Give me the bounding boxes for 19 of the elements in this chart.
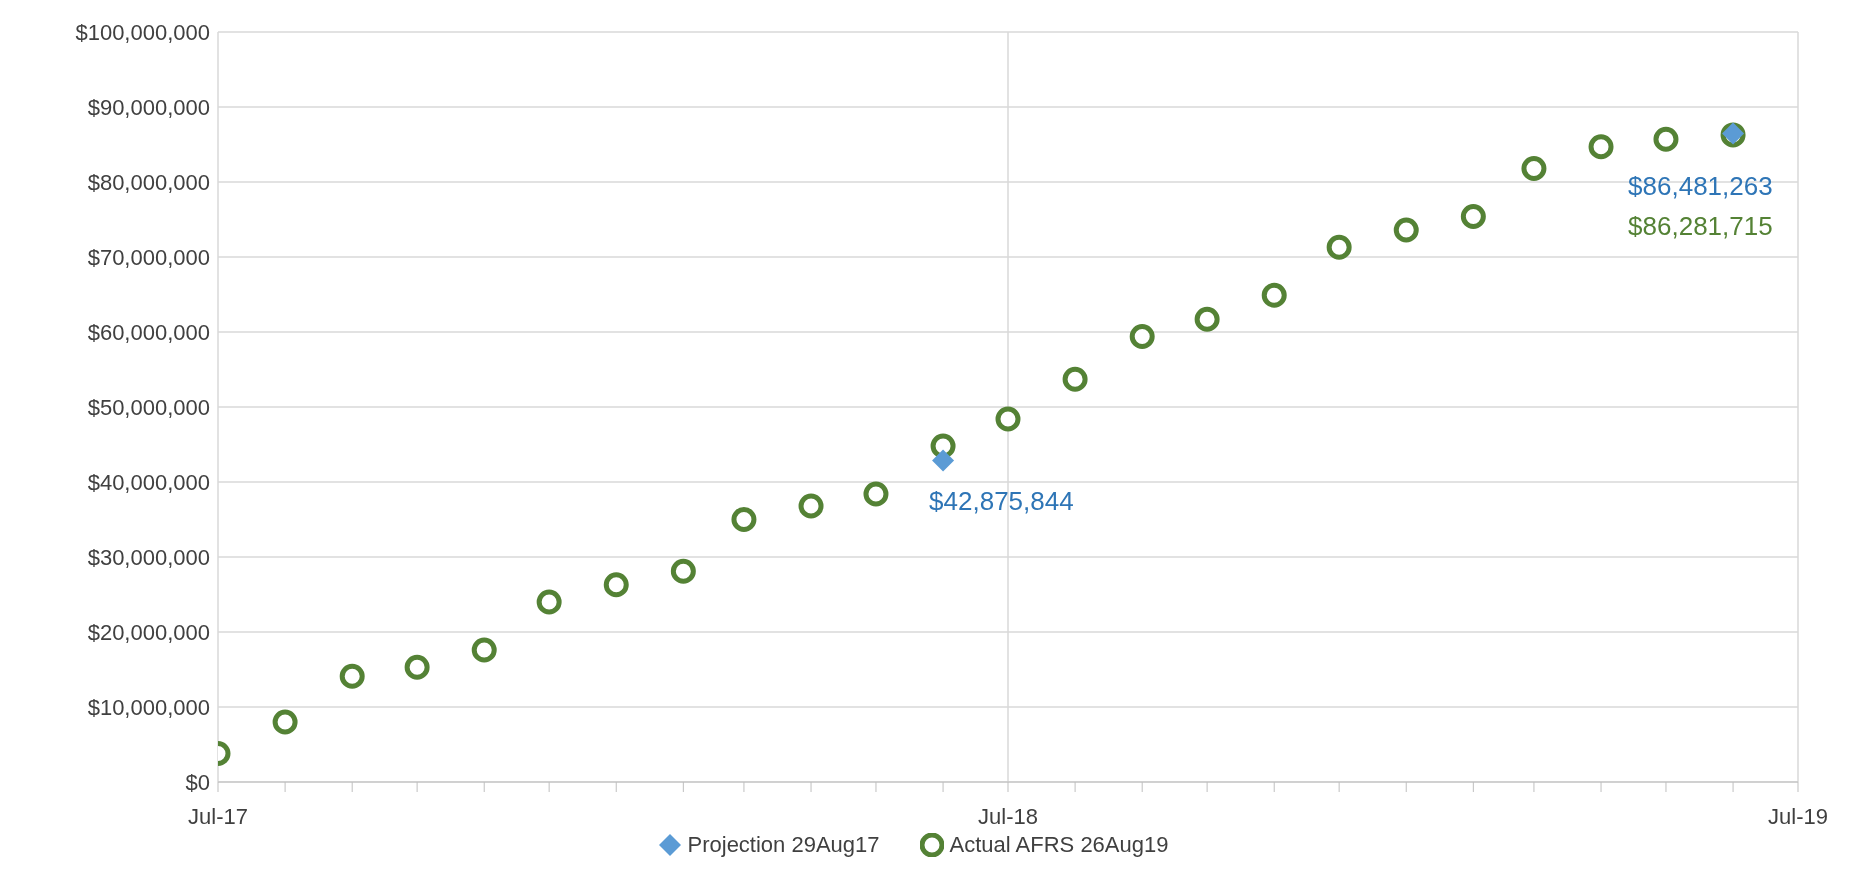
y-tick-label: $0 bbox=[185, 769, 210, 795]
y-tick-label: $40,000,000 bbox=[87, 469, 210, 495]
x-tick-label: Jul-17 bbox=[188, 803, 248, 829]
y-tick-label: $100,000,000 bbox=[75, 19, 210, 45]
data-label: $86,481,263 bbox=[1628, 171, 1773, 202]
y-tick-label: $50,000,000 bbox=[87, 394, 210, 420]
y-tick-label: $30,000,000 bbox=[87, 544, 210, 570]
y-tick-label: $20,000,000 bbox=[87, 619, 210, 645]
x-tick-label: Jul-19 bbox=[1768, 803, 1828, 829]
data-label: $42,875,844 bbox=[929, 486, 1074, 517]
data-label: $86,281,715 bbox=[1628, 210, 1773, 241]
y-tick-label: $10,000,000 bbox=[87, 694, 210, 720]
y-tick-label: $80,000,000 bbox=[87, 169, 210, 195]
y-tick-label: $90,000,000 bbox=[87, 94, 210, 120]
legend-label: Projection 29Aug17 bbox=[686, 832, 880, 858]
x-tick-label: Jul-18 bbox=[978, 803, 1038, 829]
legend-label: Actual AFRS 26Aug19 bbox=[948, 832, 1169, 858]
y-tick-label: $70,000,000 bbox=[87, 244, 210, 270]
y-tick-label: $60,000,000 bbox=[87, 319, 210, 345]
